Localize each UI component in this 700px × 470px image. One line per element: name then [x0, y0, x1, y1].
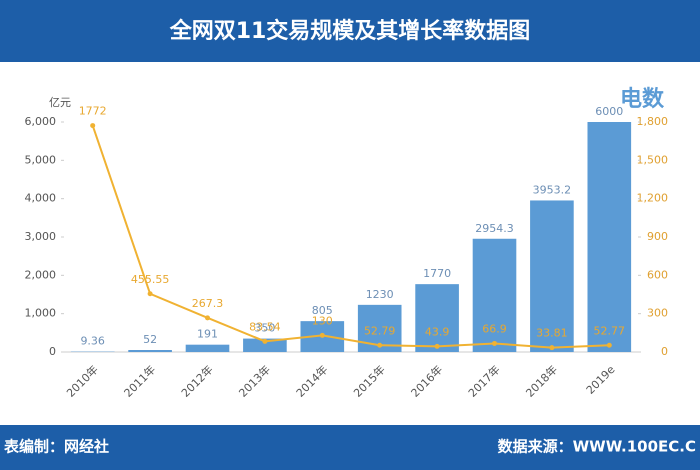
bar: [472, 238, 517, 352]
y2-tick-label: 0: [661, 345, 668, 358]
growth-line: [91, 125, 610, 349]
bar-value-label: 3953.2: [533, 183, 572, 196]
line-value-label: 52.79: [364, 324, 396, 337]
y2-tick-label: 900: [647, 230, 668, 243]
title-banner: [0, 0, 700, 62]
y2-tick-label: 1,500: [637, 153, 669, 166]
line-value-label: 455.55: [131, 273, 170, 286]
logo: 电数: [620, 86, 665, 112]
bar-value-label: 805: [312, 304, 333, 317]
bar-value-label: 350: [254, 322, 275, 335]
line-point: [377, 342, 383, 348]
line-value-label: 130: [312, 314, 333, 327]
bar-value-label: 191: [197, 328, 218, 341]
bar-value-label: 1230: [366, 288, 394, 301]
line-value-label: 1772: [79, 105, 107, 118]
y2-tick-label: 300: [647, 307, 668, 320]
line-point: [319, 332, 325, 338]
bar: [530, 200, 574, 352]
y-unit: 亿元: [49, 96, 71, 109]
footer-left: 表编制：网经社: [4, 438, 109, 456]
y-tick-label: 0: [49, 345, 56, 358]
bar: [587, 122, 632, 352]
line-point: [262, 338, 268, 344]
y2-tick-label: 600: [647, 268, 668, 281]
bar-value-label: 6000: [595, 105, 623, 118]
line-point: [434, 343, 440, 349]
line-value-label: 52.77: [594, 324, 626, 337]
y-tick-label: 5,000: [25, 153, 57, 166]
line-point: [549, 345, 555, 351]
y2-tick-label: 1,800: [637, 115, 669, 128]
y2-tick-label: 1,200: [637, 192, 669, 205]
line-point: [147, 291, 153, 297]
footer-right: 数据来源：WWW.100EC.C: [498, 438, 696, 456]
y-tick-label: 3,000: [25, 230, 57, 243]
y-tick-label: 2,000: [25, 268, 57, 281]
line-value-label: 83.54: [249, 320, 281, 333]
y-tick-label: 1,000: [25, 307, 57, 320]
bar: [128, 350, 172, 352]
bar-value-label: 2954.3: [475, 222, 514, 235]
bar: [185, 344, 230, 352]
y-tick-label: 6,000: [25, 115, 57, 128]
bar: [415, 284, 459, 352]
line-value-label: 43.9: [425, 325, 450, 338]
line-point: [90, 123, 96, 129]
line-value-label: 267.3: [192, 297, 224, 310]
line-value-label: 33.81: [536, 327, 568, 340]
chart-title: 全网双11交易规模及其增长率数据图: [169, 18, 531, 44]
bar: [243, 338, 287, 352]
y-tick-label: 4,000: [25, 192, 57, 205]
line-value-label: 66.9: [482, 322, 507, 335]
bar-value-label: 9.36: [80, 335, 105, 348]
line-point: [606, 342, 612, 348]
footer-banner: [0, 425, 700, 470]
bar-value-label: 52: [143, 333, 157, 346]
bar-value-label: 1770: [423, 267, 451, 280]
line-point: [205, 315, 210, 321]
line-point: [492, 340, 497, 346]
